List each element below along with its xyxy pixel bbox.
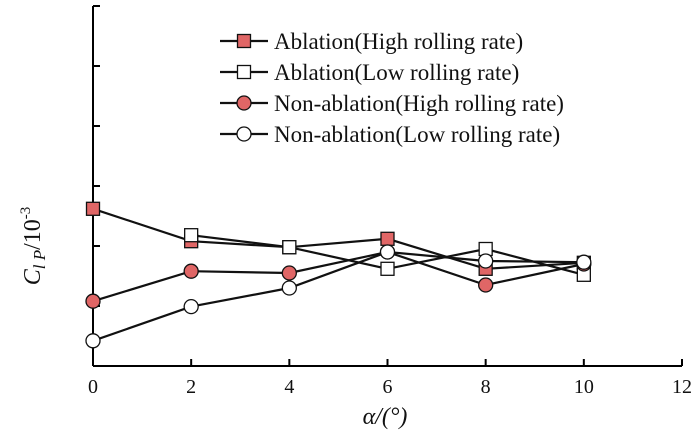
y-axis-label-unit: /10 [20, 219, 46, 250]
legend-item: Ablation(High rolling rate) [220, 29, 523, 54]
legend-label: Ablation(Low rolling rate) [274, 60, 519, 85]
legend-marker [236, 95, 252, 111]
x-axis-label: α/(°) [363, 404, 408, 430]
x-tick-label: 8 [481, 376, 491, 398]
axes: 0 2 4 6 8 10 12 [88, 5, 692, 398]
series-layer [85, 201, 592, 349]
legend: Ablation(High rolling rate) Ablation(Low … [220, 29, 564, 147]
y-axis-label-exponent: -3 [18, 207, 34, 220]
series-line [92, 250, 585, 303]
data-point [380, 261, 395, 276]
data-point [576, 254, 592, 270]
x-tick-label: 12 [672, 376, 692, 398]
x-tick-label: 4 [284, 376, 294, 398]
legend-label: Non-ablation(High rolling rate) [274, 91, 564, 116]
series-1 [85, 201, 591, 276]
data-point [184, 228, 199, 243]
data-point [380, 231, 395, 246]
x-tick-label: 0 [88, 376, 98, 398]
data-point [85, 293, 101, 309]
series-line [92, 207, 584, 270]
legend-item: Ablation(Low rolling rate) [220, 60, 519, 85]
data-point [478, 277, 494, 293]
y-axis-label: Cl P/10-3 [18, 207, 49, 286]
data-point [281, 280, 297, 296]
legend-label: Non-ablation(Low rolling rate) [274, 122, 560, 147]
series-line [92, 250, 584, 342]
legend-marker [236, 126, 252, 142]
legend-item: Non-ablation(Low rolling rate) [220, 122, 560, 147]
data-point [183, 298, 199, 315]
data-point [85, 201, 101, 216]
x-tick-label: 10 [574, 376, 594, 398]
data-point [281, 265, 297, 281]
x-tick-label: 2 [186, 376, 196, 398]
legend-item: Non-ablation(High rolling rate) [220, 91, 564, 116]
data-point [282, 240, 297, 255]
data-point [478, 253, 494, 269]
x-tick-label: 6 [383, 376, 393, 398]
data-point [85, 333, 101, 349]
data-point [379, 244, 396, 260]
legend-marker [236, 64, 252, 80]
series-4 [85, 244, 592, 349]
y-axis-label-symbol: C [20, 268, 46, 285]
legend-marker [236, 33, 252, 49]
legend-label: Ablation(High rolling rate) [274, 29, 523, 54]
series-3 [85, 244, 592, 309]
y-axis-label-subscript: l P [30, 250, 49, 269]
data-point [183, 263, 199, 279]
